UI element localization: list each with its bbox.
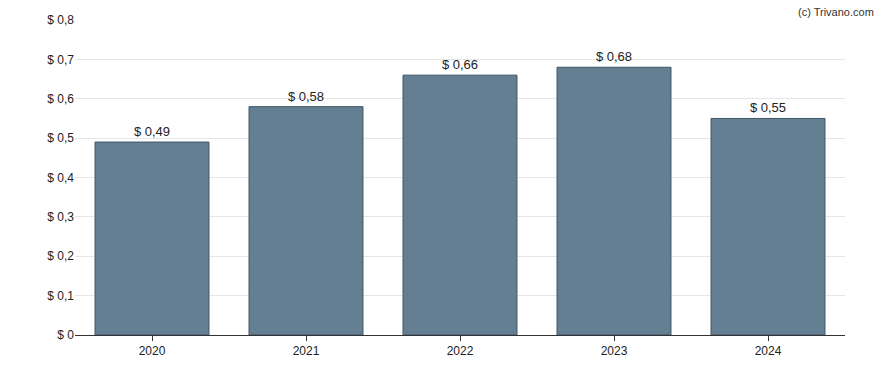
svg-text:$ 0,7: $ 0,7 — [47, 53, 74, 67]
svg-text:2020: 2020 — [139, 344, 166, 358]
svg-text:$ 0,49: $ 0,49 — [134, 124, 170, 139]
svg-text:$ 0,3: $ 0,3 — [47, 210, 74, 224]
svg-text:(c) Trivano.com: (c) Trivano.com — [798, 6, 874, 18]
svg-text:$ 0,5: $ 0,5 — [47, 131, 74, 145]
svg-text:$ 0,1: $ 0,1 — [47, 289, 74, 303]
svg-text:$ 0,68: $ 0,68 — [596, 49, 632, 64]
svg-text:$ 0: $ 0 — [57, 328, 74, 342]
svg-text:2023: 2023 — [601, 344, 628, 358]
svg-text:$ 0,6: $ 0,6 — [47, 92, 74, 106]
svg-text:$ 0,8: $ 0,8 — [47, 13, 74, 27]
svg-text:$ 0,58: $ 0,58 — [288, 89, 324, 104]
svg-text:2024: 2024 — [755, 344, 782, 358]
svg-text:$ 0,4: $ 0,4 — [47, 171, 74, 185]
svg-text:$ 0,55: $ 0,55 — [750, 100, 786, 115]
svg-text:$ 0,66: $ 0,66 — [442, 57, 478, 72]
svg-text:$ 0,2: $ 0,2 — [47, 249, 74, 263]
svg-text:2022: 2022 — [447, 344, 474, 358]
svg-text:2021: 2021 — [293, 344, 320, 358]
